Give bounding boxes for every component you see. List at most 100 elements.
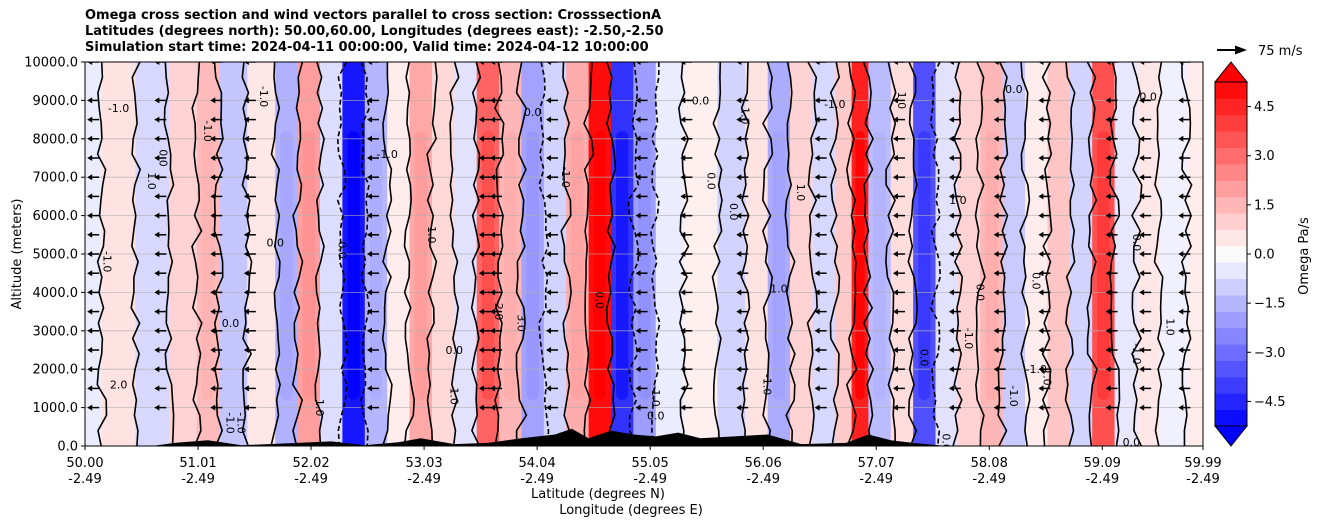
wind-vector-head [478, 251, 484, 257]
wind-vector-head [892, 366, 898, 373]
wind-vector-head [1178, 62, 1184, 65]
wind-vector-head [1105, 347, 1111, 353]
wind-vector-head [243, 327, 249, 334]
wind-vector-head [993, 327, 999, 334]
x-tick-label-lat: 54.04 [519, 456, 556, 471]
wind-vector-head [490, 212, 496, 219]
wind-vector-head [1105, 135, 1111, 142]
contour-line [360, 62, 371, 446]
wind-vector-head [243, 404, 249, 411]
omega-core [369, 131, 383, 400]
contour-line [649, 62, 661, 446]
contour-label: 1.0 [313, 399, 326, 417]
wind-vector-head [478, 97, 484, 104]
wind-vector-head [948, 212, 954, 219]
x-tick-label-lon: -2.49 [68, 472, 102, 487]
wind-vector-head [243, 135, 249, 142]
colorbar-tick-label: −3.0 [1254, 346, 1286, 361]
contour-label: -1.0 [100, 251, 113, 272]
wind-vector-head [154, 135, 160, 142]
wind-vector-head [490, 135, 496, 142]
wind-vector-head [1178, 251, 1184, 257]
contour-line [829, 62, 841, 446]
wind-vector-head [366, 251, 372, 257]
colorbar-segment [1215, 245, 1247, 263]
contour-line [1131, 62, 1143, 446]
wind-vector-head [478, 366, 484, 373]
x-tick-label-lat: 55.05 [632, 456, 669, 471]
wind-vector-head [478, 270, 484, 277]
colorbar-segment [1215, 327, 1247, 345]
colorbar-tick-label: 4.5 [1254, 100, 1275, 115]
wind-vector-head [1178, 327, 1184, 334]
contour-label: 0.0 [446, 344, 464, 357]
chart-title-line-3: Simulation start time: 2024-04-11 00:00:… [85, 40, 649, 55]
wind-vector-head [478, 404, 484, 411]
wind-vector-head [814, 155, 820, 161]
wind-vector-head [1105, 97, 1111, 104]
contour-line [130, 62, 142, 446]
wind-vector-head [948, 366, 954, 373]
wind-vector-head [736, 174, 742, 181]
wind-vector-head [635, 174, 641, 181]
wind-vector-head [546, 97, 552, 104]
x-axis: 50.00-2.4951.01-2.4952.02-2.4953.03-2.49… [66, 446, 1222, 487]
wind-vector-head [948, 327, 954, 334]
wind-vector-head [154, 366, 160, 373]
wind-vector-head [154, 116, 160, 123]
wind-vector-head [1178, 193, 1184, 200]
wind-vector-head [1038, 308, 1044, 315]
omega-core [280, 131, 293, 400]
wind-vector-head [993, 97, 999, 104]
wind-vector-head [478, 193, 484, 200]
wind-vector-head [1038, 347, 1044, 353]
wind-vector-head [1178, 289, 1184, 296]
wind-vector-head [814, 116, 820, 123]
contour-label: 1.0 [770, 283, 788, 296]
wind-vector-head [1178, 155, 1184, 161]
wind-vector-head [1105, 327, 1111, 334]
wind-vector-head [680, 347, 686, 353]
wind-vector-head [993, 193, 999, 200]
wind-vector-head [680, 385, 686, 392]
x-tick-label-lon: -2.49 [520, 472, 554, 487]
contour-label: 0.0 [692, 94, 710, 107]
wind-vector-head [490, 404, 496, 411]
contour-line [381, 62, 393, 446]
wind-vector-head [1038, 404, 1044, 411]
contour-label: 0.0 [593, 291, 606, 309]
wind-vector-head [87, 62, 93, 65]
wind-vector-head [1139, 347, 1145, 353]
wind-vector-head [1105, 174, 1111, 181]
wind-vector-head [366, 385, 372, 392]
wind-vector-head [680, 174, 686, 181]
omega-core [873, 131, 886, 400]
contour-line [314, 62, 325, 446]
wind-vector-head [546, 212, 552, 219]
colorbar-extend-max [1213, 61, 1249, 83]
wind-vector-head [635, 116, 641, 123]
wind-vector-head [1178, 385, 1184, 392]
wind-vector-head [490, 231, 496, 238]
wind-vector-head [993, 135, 999, 142]
omega-core [616, 131, 629, 400]
y-tick-label: 1000.0 [33, 401, 79, 416]
wind-vector-head [892, 212, 898, 219]
wind-vector-head [366, 366, 372, 373]
wind-vector-head [243, 97, 249, 104]
wind-vector-head [892, 404, 898, 411]
wind-vector-head [635, 251, 641, 257]
contour-label: 0.0 [1123, 436, 1141, 449]
wind-vector-head [1105, 231, 1111, 238]
y-axis: 0.0 1000.0 2000.0 3000.0 4000.0 5000.0 6000.0 7… [24, 56, 85, 455]
wind-vector-head [478, 385, 484, 392]
wind-vector-head [736, 62, 742, 65]
contour-label: 1.0 [1040, 368, 1053, 386]
wind-vector-head [948, 385, 954, 392]
wind-vector-head [993, 289, 999, 296]
wind-vector-head [993, 212, 999, 219]
contour-line [270, 62, 281, 446]
colorbar-tick-label: 1.5 [1254, 198, 1275, 213]
colorbar-segment [1215, 147, 1247, 165]
wind-vector-head [680, 366, 686, 373]
